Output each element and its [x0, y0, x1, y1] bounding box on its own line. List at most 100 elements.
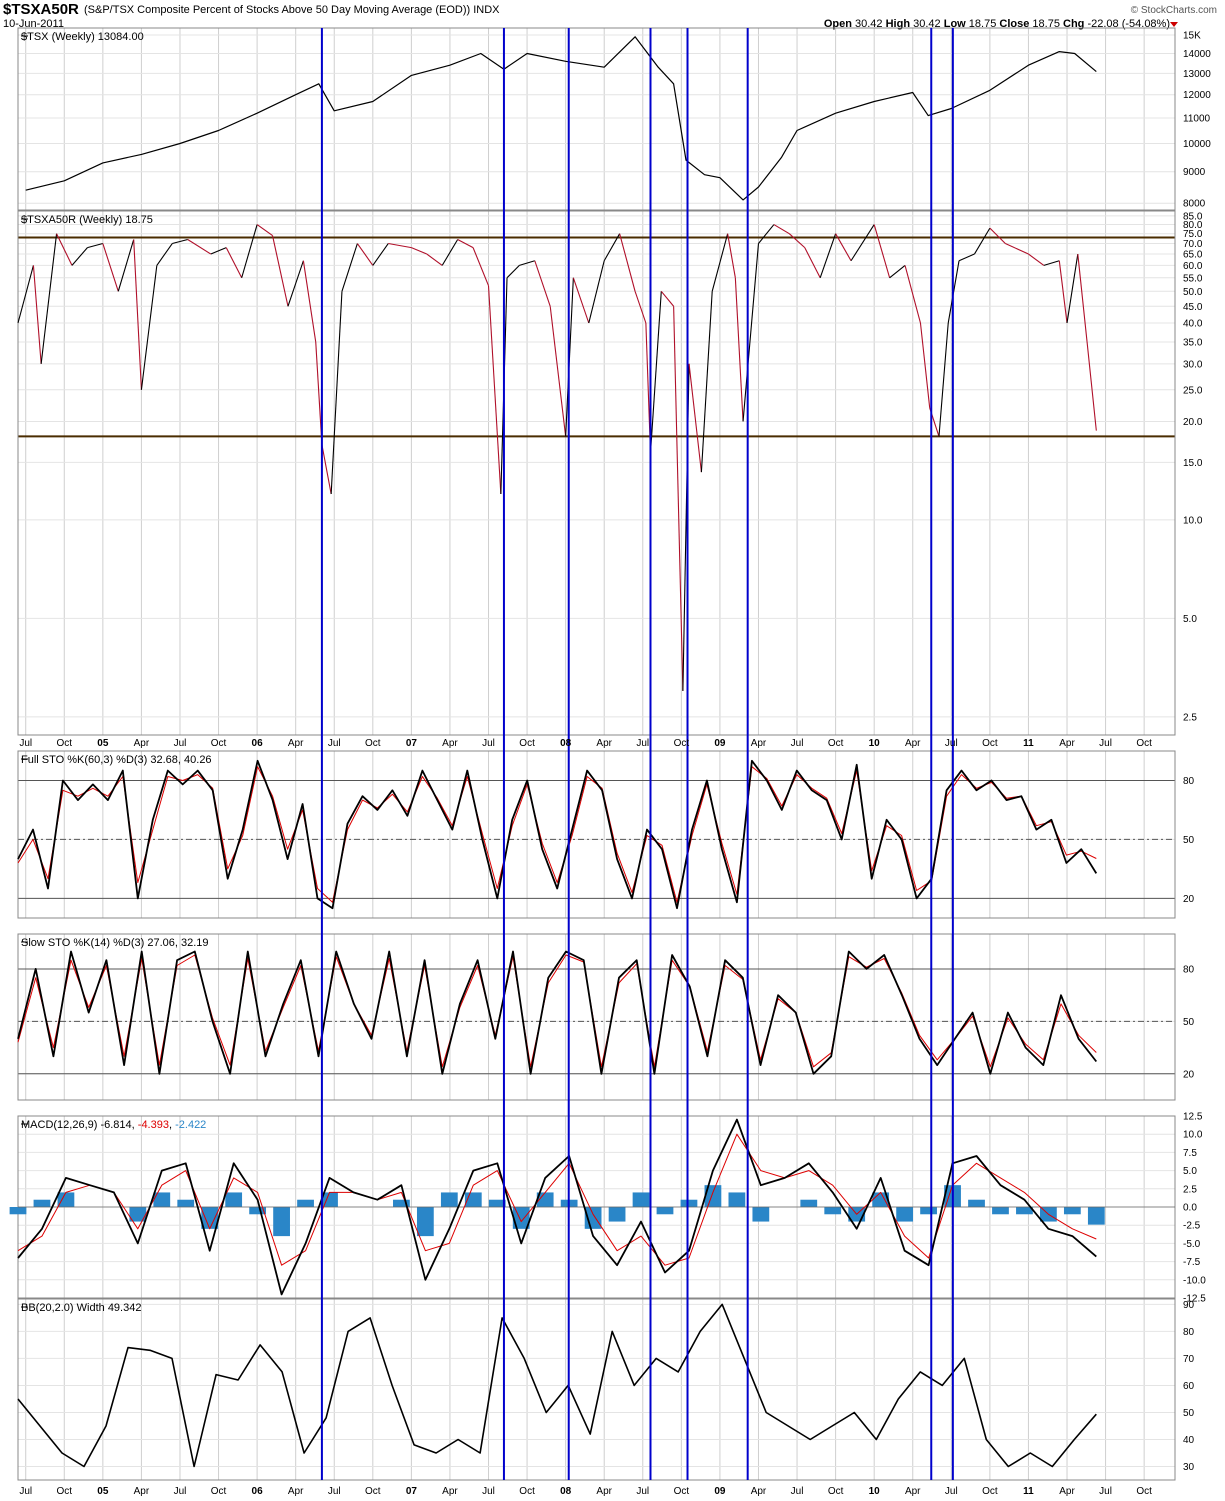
- breadth-segment: [225, 247, 243, 279]
- x-tick-label: 08: [560, 1486, 572, 1497]
- y-tick-label: 50: [1183, 835, 1195, 846]
- close-label: Close: [999, 18, 1030, 30]
- x-tick-label: Jul: [174, 738, 187, 749]
- breadth-segment: [773, 224, 790, 235]
- y-tick-label: 80: [1183, 964, 1195, 975]
- y-tick-label: 90: [1183, 1300, 1195, 1311]
- macd-histogram-bar: [249, 1207, 267, 1215]
- x-tick-label: 11: [1023, 1486, 1034, 1497]
- x-tick-label: Oct: [211, 738, 227, 749]
- macd-histogram-bar: [800, 1199, 818, 1207]
- breadth-segment: [315, 341, 323, 445]
- x-tick-label: 06: [252, 1486, 264, 1497]
- chart-date: 10-Jun-2011: [3, 18, 64, 30]
- bb-width-line: [17, 1303, 1097, 1468]
- breadth-segment: [734, 277, 744, 422]
- x-tick-label: Jul: [1099, 1486, 1112, 1497]
- y-tick-label: 0.0: [1183, 1203, 1197, 1214]
- y-tick-label: 12.5: [1183, 1112, 1203, 1123]
- breadth-segment: [241, 224, 258, 278]
- x-tick-label: Apr: [442, 738, 458, 749]
- breadth-segment: [958, 253, 975, 262]
- x-tick-label: Apr: [442, 1486, 458, 1497]
- x-tick-label: 07: [406, 1486, 418, 1497]
- y-tick-label: 80: [1183, 776, 1195, 787]
- x-tick-label: Oct: [828, 1486, 844, 1497]
- breadth-segment: [850, 224, 875, 262]
- x-tick-label: Oct: [982, 1486, 998, 1497]
- breadth-segment: [727, 233, 736, 278]
- macd-histogram-bar: [416, 1207, 434, 1237]
- macd-histogram-bar: [704, 1185, 722, 1207]
- x-tick-label: Oct: [56, 738, 72, 749]
- breadth-segment: [117, 239, 135, 292]
- macd-histogram-bar: [536, 1192, 554, 1207]
- breadth-segment: [660, 290, 675, 307]
- breadth-segment: [835, 233, 852, 262]
- panel-frame: [17, 1298, 1176, 1481]
- macd-histogram-bar: [488, 1199, 506, 1207]
- x-tick-label: Jul: [791, 738, 804, 749]
- x-tick-label: Jul: [482, 1486, 495, 1497]
- macd-histogram-bar: [968, 1199, 985, 1207]
- breadth-segment: [1086, 341, 1097, 431]
- macd-histogram-bar: [177, 1199, 195, 1207]
- breadth-segment: [534, 260, 551, 307]
- macd-histogram-bar: [1087, 1207, 1105, 1225]
- y-tick-label: 50: [1183, 1408, 1195, 1419]
- x-tick-label: Oct: [1136, 1486, 1152, 1497]
- breadth-segment: [1058, 260, 1068, 324]
- macd-histogram-bar: [1063, 1207, 1081, 1215]
- x-tick-label: Apr: [905, 1486, 921, 1497]
- x-tick-label: 07: [406, 738, 418, 749]
- y-tick-label: 9000: [1183, 167, 1206, 178]
- x-tick-label: Apr: [596, 738, 612, 749]
- breadth-segment: [989, 227, 1006, 244]
- y-tick-label: 50.0: [1183, 287, 1203, 298]
- y-tick-label: 25.0: [1183, 385, 1203, 396]
- breadth-segment: [441, 239, 459, 266]
- breadth-segment: [889, 264, 906, 279]
- breadth-segment: [549, 306, 567, 437]
- y-tick-label: 75.0: [1183, 229, 1203, 240]
- breadth-segment: [873, 224, 891, 278]
- y-tick-label: 5.0: [1183, 614, 1197, 625]
- x-tick-label: Jul: [945, 738, 958, 749]
- macd-histogram-bar: [824, 1207, 842, 1215]
- breadth-segment: [619, 233, 636, 292]
- panel-frame: [17, 210, 1176, 736]
- y-tick-label: 85.0: [1183, 211, 1203, 222]
- panel-title: Full STO %K(60,3) %D(3) 32.68, 40.26: [21, 754, 212, 766]
- breadth-segment: [56, 233, 73, 266]
- panel-frame: [17, 933, 1176, 1101]
- x-tick-label: Oct: [211, 1486, 227, 1497]
- macd-histogram-bar: [728, 1192, 746, 1207]
- y-tick-label: 70: [1183, 1354, 1195, 1365]
- macd-histogram-bar: [680, 1199, 698, 1207]
- x-tick-label: Jul: [636, 1486, 649, 1497]
- y-tick-label: 70.0: [1183, 239, 1203, 250]
- breadth-segment: [330, 291, 343, 495]
- breadth-segment: [302, 260, 317, 343]
- x-tick-label: Apr: [1059, 1486, 1075, 1497]
- breadth-segment: [1043, 260, 1060, 266]
- breadth-segment: [457, 239, 474, 249]
- breadth-segment: [904, 265, 921, 324]
- x-tick-label: Oct: [365, 738, 381, 749]
- x-tick-label: 09: [714, 1486, 726, 1497]
- macd-histogram-bar: [273, 1207, 290, 1237]
- close-value: 18.75: [1032, 18, 1060, 30]
- y-tick-label: 20: [1183, 894, 1195, 905]
- x-tick-label: Oct: [519, 738, 535, 749]
- macd-histogram-bar: [1016, 1207, 1033, 1215]
- y-tick-label: 60.0: [1183, 261, 1203, 272]
- breadth-segment: [341, 243, 358, 292]
- breadth-segment: [572, 277, 590, 324]
- x-tick-label: Oct: [56, 1486, 72, 1497]
- breadth-segment: [649, 291, 662, 454]
- y-tick-label: 55.0: [1183, 273, 1203, 284]
- macd-histogram-bar: [632, 1192, 650, 1207]
- ohlc-summary: Open 30.42 High 30.42 Low 18.75 Close 18…: [824, 18, 1170, 30]
- y-tick-label: 60: [1183, 1381, 1195, 1392]
- x-tick-label: Jul: [945, 1486, 958, 1497]
